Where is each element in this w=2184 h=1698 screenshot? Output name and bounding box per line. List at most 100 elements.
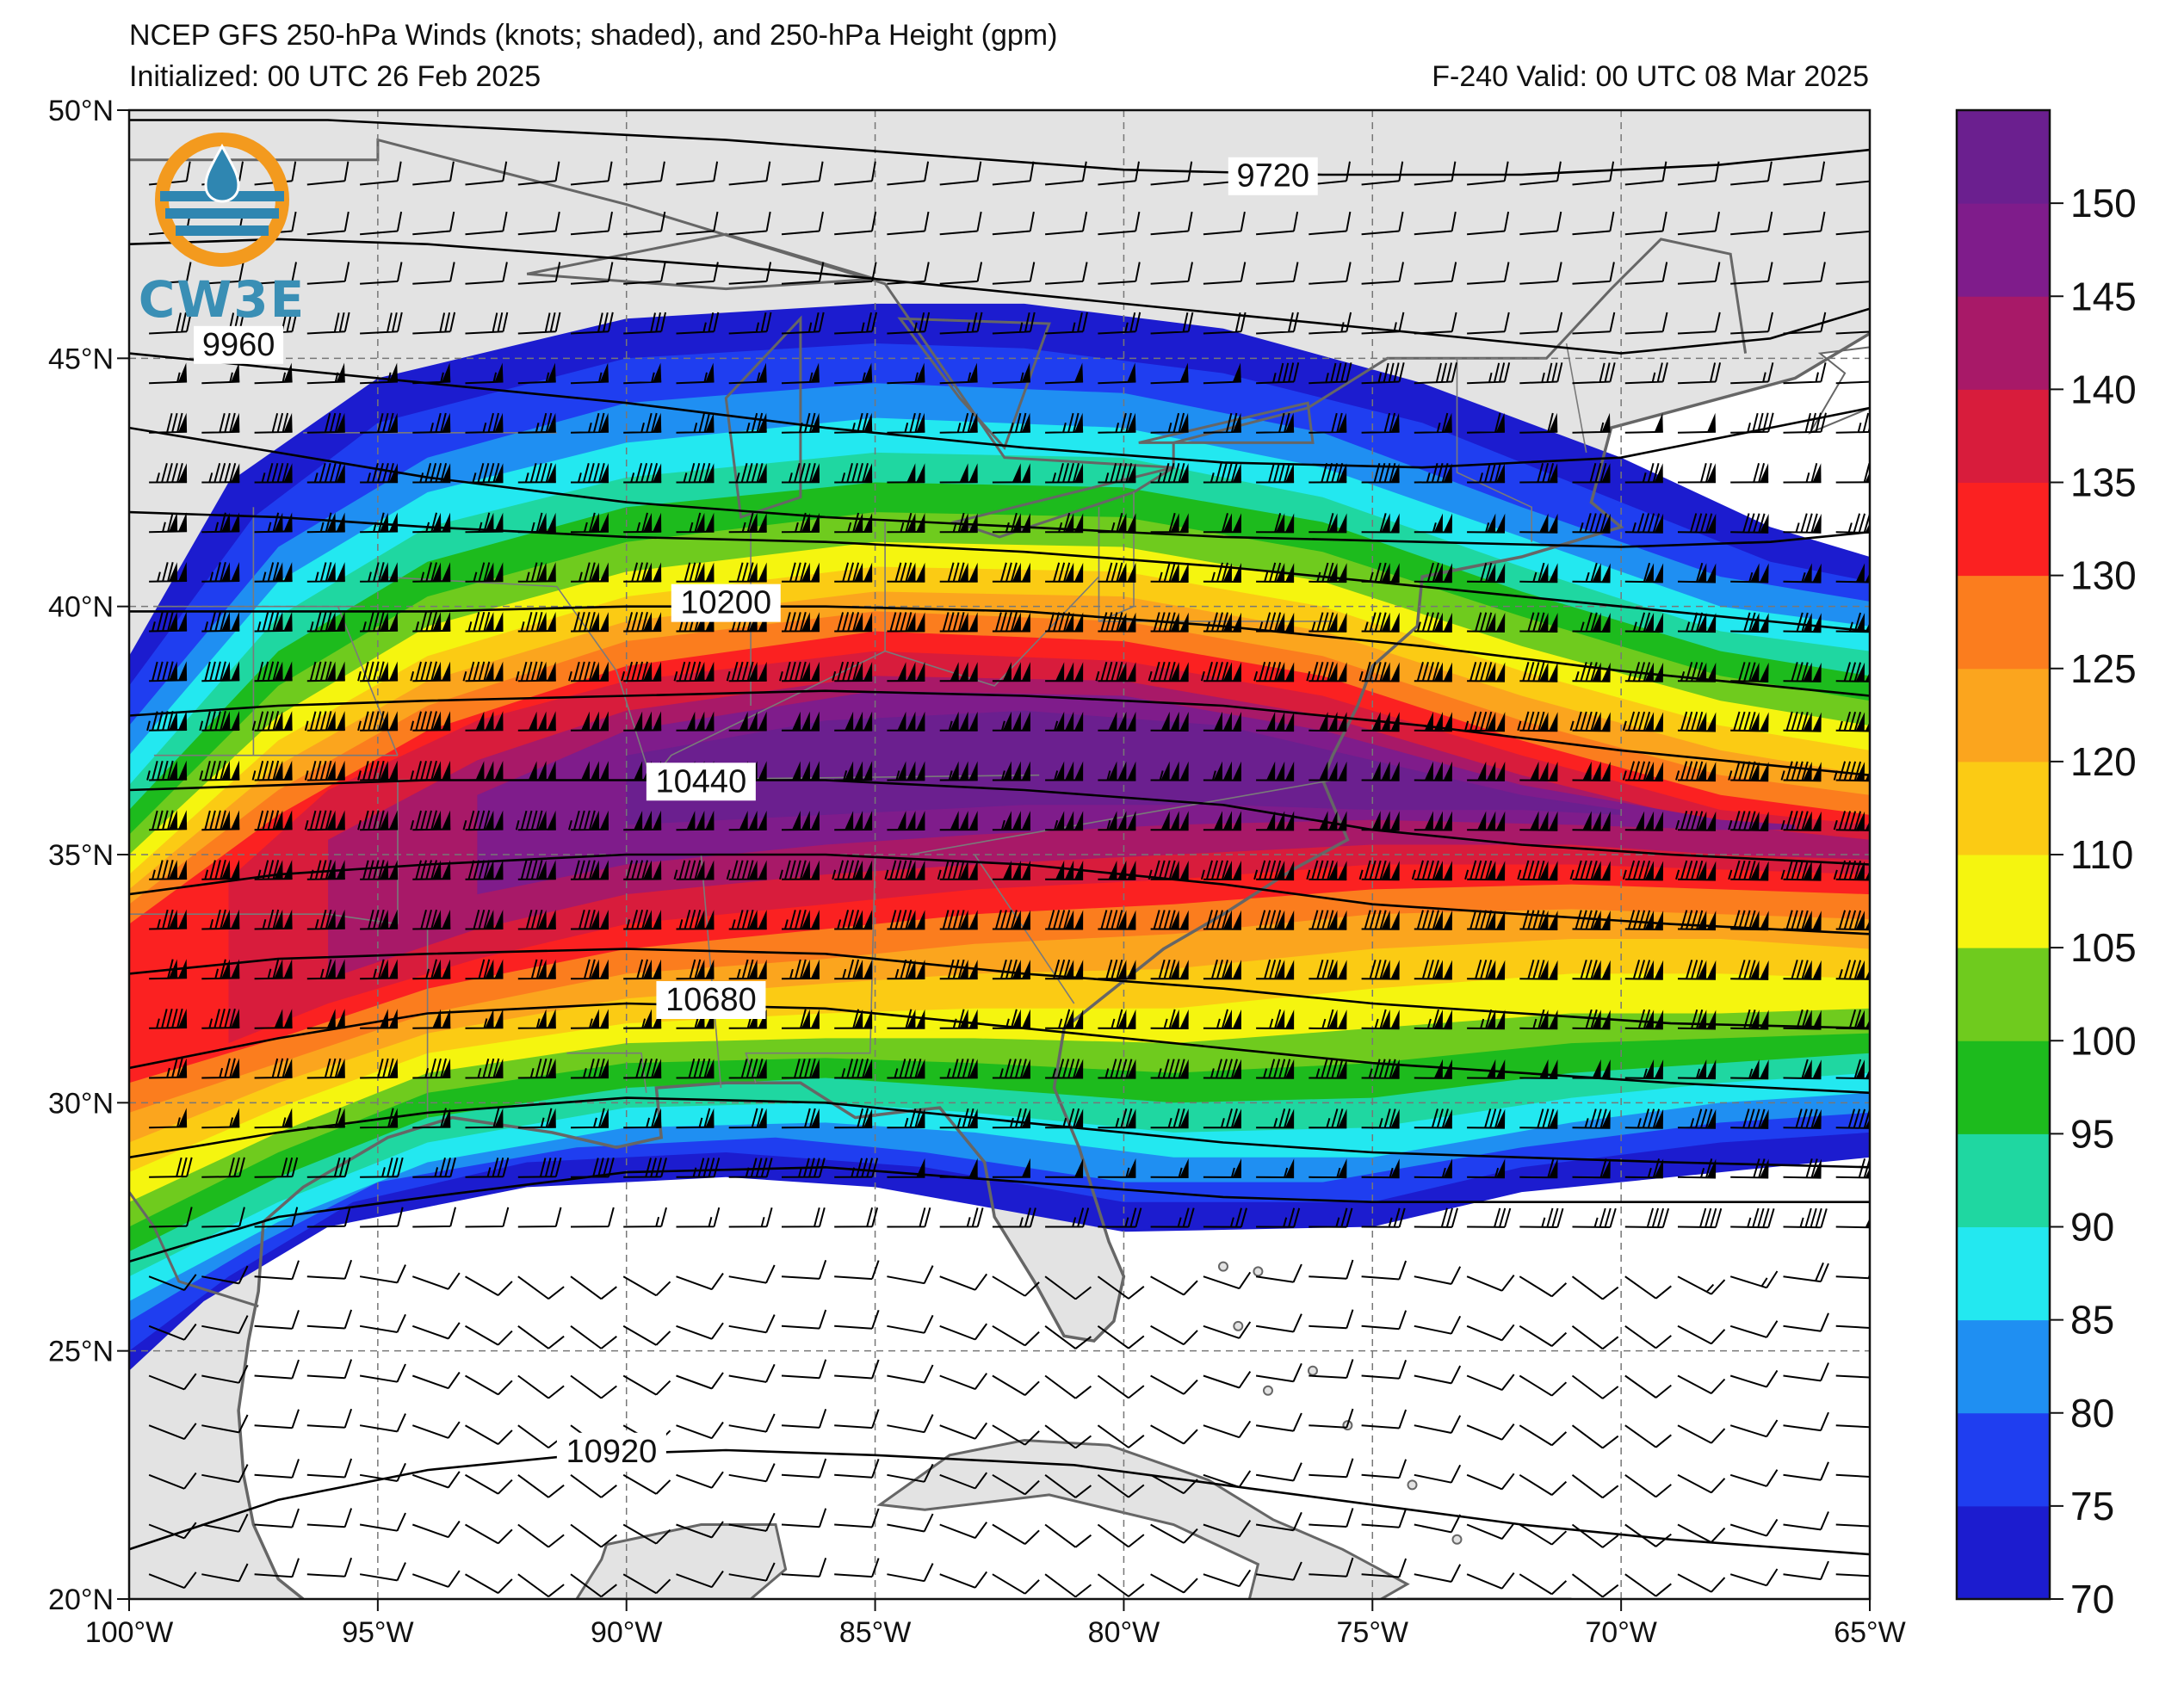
state-border	[1456, 358, 1532, 542]
wind-barb-flag	[1855, 613, 1870, 633]
wind-barb-flag	[380, 711, 399, 731]
wind-barb-flag	[748, 1009, 767, 1028]
colorbar-segment-70	[1957, 1505, 2050, 1600]
contour-label: 10920	[566, 1434, 658, 1470]
wind-barb-flag	[950, 711, 978, 731]
wind-barb-flag	[591, 1009, 609, 1028]
wind-barb-flag	[959, 612, 978, 632]
wind-barb-flag	[1127, 1108, 1136, 1128]
wind-barb-flag	[801, 661, 820, 681]
cw3e-logo: CW3E	[139, 133, 304, 329]
wind-barb-flag	[1012, 463, 1030, 483]
wind-barb-flag	[1592, 662, 1611, 682]
colorbar-label: 120	[2070, 739, 2137, 784]
wind-barb-flag	[1285, 1158, 1295, 1178]
wind-barb-flag	[1855, 861, 1870, 880]
wind-barb-flag	[283, 412, 293, 433]
wind-barb-flag	[1074, 1108, 1084, 1128]
wind-barb-flag	[1170, 1009, 1189, 1028]
wind-barb-flag	[1338, 1158, 1347, 1178]
lon-tick-label: 85°W	[839, 1616, 912, 1649]
contour-labels: 9720 9960 10200 10440 10680 10920	[194, 157, 1318, 1471]
wind-barb-flag	[591, 612, 609, 632]
wind-barb-flag	[758, 1108, 767, 1127]
wind-barb-flag	[432, 611, 451, 632]
wind-barb-flag	[1592, 563, 1611, 583]
wind-barb-flag	[1855, 811, 1870, 830]
wind-barb-flag	[1487, 712, 1506, 732]
wind-barb-flag	[811, 1108, 820, 1127]
wind-barb-flag	[811, 1059, 820, 1078]
wind-barb-flag	[1865, 1118, 1870, 1128]
land-hispaniola	[1397, 1597, 1572, 1599]
wind-barb-flag	[1319, 811, 1347, 830]
colorbar-segment-85	[1957, 1226, 2050, 1321]
lon-tick-label: 100°W	[85, 1616, 173, 1649]
wind-barb-flag	[1487, 563, 1506, 583]
wind-barb-flag	[653, 1059, 662, 1078]
wind-barb-flag	[1371, 811, 1400, 830]
wind-barb-flag	[1698, 662, 1717, 682]
wind-barb-flag	[1855, 960, 1870, 979]
wind-barb-flag	[221, 562, 240, 582]
wind-barb-flag	[1179, 463, 1189, 483]
wind-barb-flag	[336, 1058, 345, 1077]
contour-label: 9960	[202, 327, 275, 363]
colorbar-label: 125	[2070, 646, 2137, 691]
wind-barb-flag	[1381, 513, 1400, 533]
wind-barb-flag	[537, 810, 556, 830]
wind-barb-flag	[274, 711, 293, 731]
wind-barb-flag	[169, 860, 188, 880]
wind-barb-flag	[696, 959, 715, 979]
wind-barb-flag	[1582, 811, 1611, 830]
wind-barb-flag	[1496, 463, 1506, 483]
wind-barb-flag	[792, 810, 820, 830]
wind-barb-flag	[1065, 960, 1084, 979]
wind-barb-flag	[600, 1108, 609, 1127]
lat-tick-label: 40°N	[48, 591, 114, 624]
wind-barb-flag	[221, 909, 240, 929]
contour-label: 10680	[665, 982, 757, 1018]
wind-barb-flag	[221, 512, 240, 532]
wind-barb-flag	[854, 513, 873, 533]
colorbar-segment-120	[1957, 668, 2050, 763]
colorbar-label: 90	[2070, 1205, 2114, 1250]
wind-barb-flag	[432, 909, 451, 929]
lon-tick-label: 95°W	[342, 1616, 414, 1649]
wind-barb-flag	[537, 860, 556, 880]
logo-wave-icon	[176, 225, 269, 236]
wind-barb-flag	[696, 1009, 715, 1028]
lon-tick-label: 90°W	[591, 1616, 663, 1649]
wind-barb-flag	[1232, 1108, 1241, 1128]
wind-barb-flag	[1276, 662, 1295, 682]
wind-barb-flag	[326, 760, 345, 781]
wind-barb-flag	[897, 761, 925, 781]
wind-barb-flag	[1170, 612, 1189, 632]
wind-barb-flag	[1855, 712, 1870, 732]
wind-barb-flag	[1108, 860, 1136, 880]
wind-barb-flag	[1496, 412, 1505, 433]
colorbar-label: 145	[2070, 274, 2137, 318]
wind-barb-flag	[1222, 861, 1241, 880]
wind-barb-flag	[1074, 1158, 1084, 1177]
wind-barb-flag	[274, 661, 293, 681]
wind-speed-shading	[129, 303, 1870, 1371]
wind-barb-flag	[1750, 1010, 1769, 1029]
wind-barb-flag	[1433, 612, 1452, 632]
wind-barb-flag	[1750, 712, 1769, 732]
wind-barb-flag	[1338, 463, 1347, 483]
wind-barb-flag	[968, 362, 978, 382]
wind-barb-flag	[600, 362, 609, 382]
wind-barb-flag	[1803, 762, 1822, 781]
wind-barb-flag	[906, 463, 925, 483]
wind-barb-flag	[326, 959, 345, 979]
wind-barb-flag	[380, 562, 399, 582]
wind-barb-flag	[326, 611, 345, 632]
wind-barb-flag	[380, 860, 399, 880]
wind-barb-flag	[1803, 811, 1822, 830]
wind-barb-flag	[1855, 563, 1870, 583]
init-time: Initialized: 00 UTC 26 Feb 2025	[129, 60, 541, 93]
wind-barb-flag	[1170, 960, 1189, 979]
wind-barb-flag	[326, 661, 345, 681]
wind-barb-flag	[389, 412, 398, 433]
